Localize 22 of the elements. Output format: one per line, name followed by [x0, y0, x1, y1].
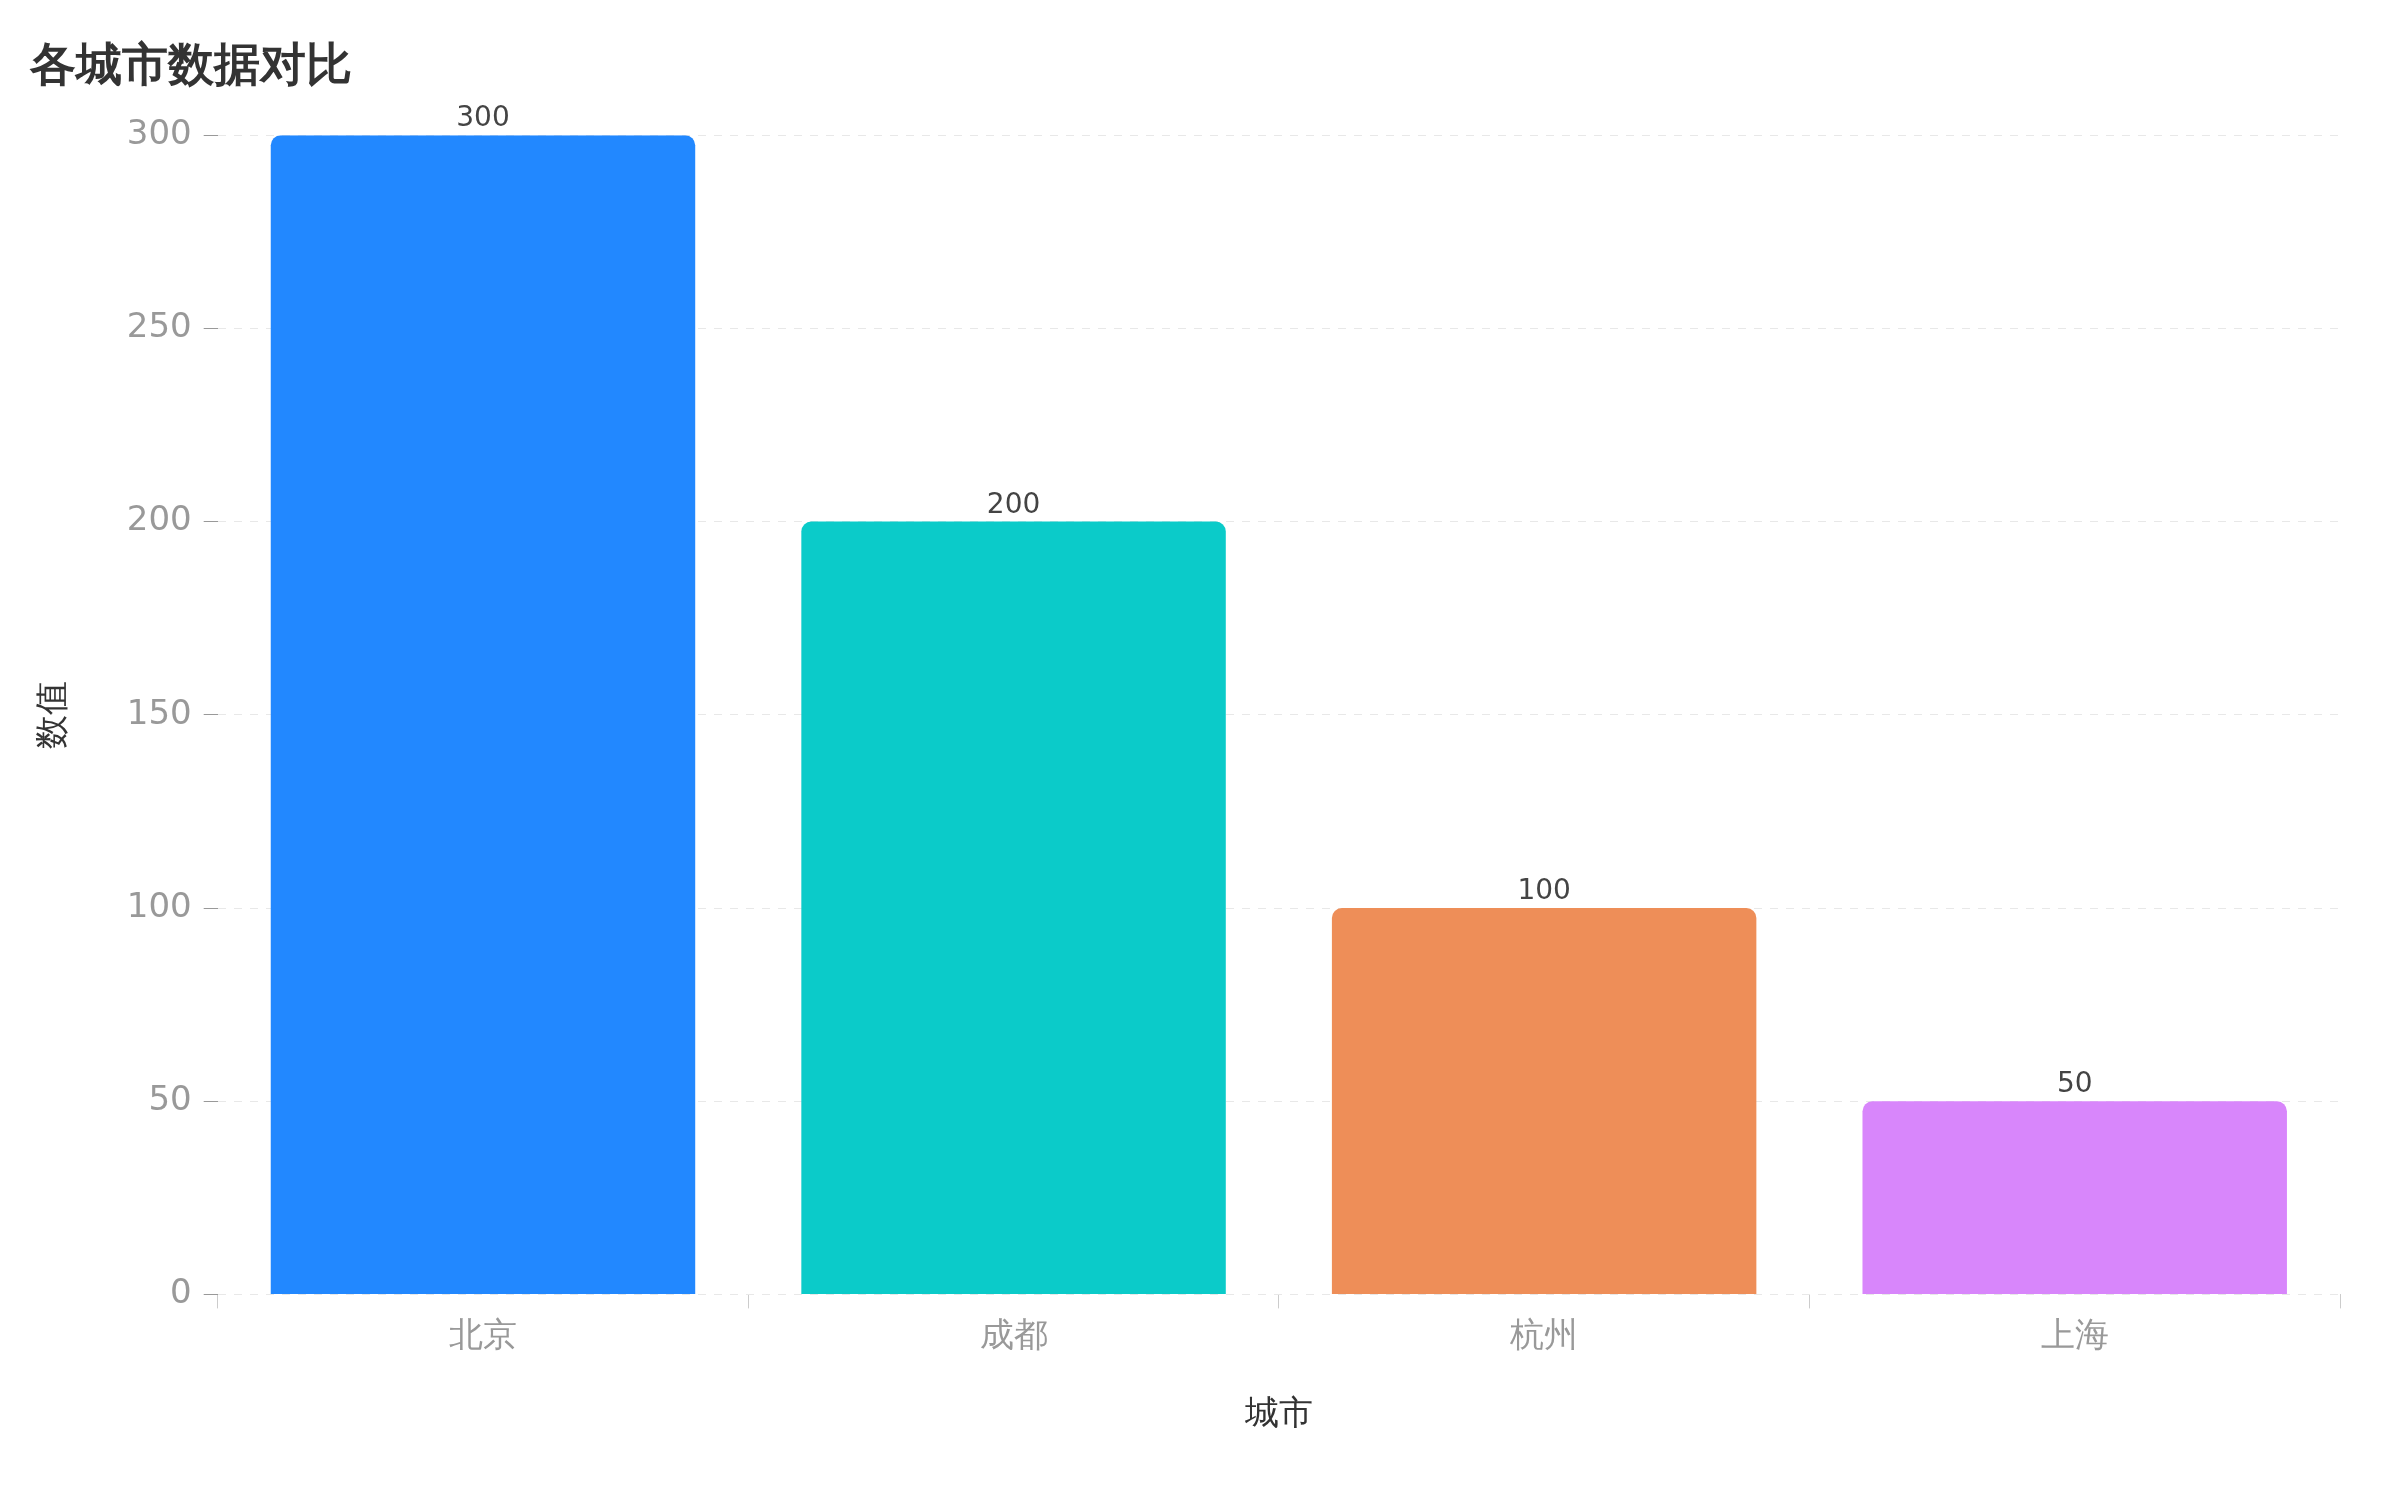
- data-label: 50: [2056, 1066, 2093, 1100]
- x-tick-label: 成都: [979, 1313, 1048, 1354]
- y-axis-title: 数值: [31, 680, 72, 749]
- data-label: 300: [456, 100, 510, 134]
- chart-title: 各城市数据对比: [29, 36, 352, 91]
- y-tick-label: 50: [148, 1078, 192, 1119]
- bar: [270, 135, 696, 1294]
- x-tick-label: 杭州: [1509, 1313, 1579, 1354]
- y-tick-label: 100: [126, 884, 192, 925]
- y-tick-label: 300: [126, 112, 192, 153]
- x-axis-title: 城市: [1243, 1392, 1313, 1433]
- data-label: 200: [986, 486, 1041, 520]
- y-tick-label: 150: [126, 691, 192, 732]
- y-tick-label: 0: [170, 1271, 192, 1312]
- data-label: 100: [1517, 873, 1571, 907]
- bar: [1331, 908, 1757, 1294]
- y-tick-label: 200: [126, 498, 192, 539]
- y-tick-label: 250: [126, 305, 192, 346]
- bar: [1862, 1101, 2287, 1294]
- bar: [801, 521, 1226, 1294]
- x-tick-label: 北京: [448, 1313, 517, 1354]
- x-tick-label: 上海: [2040, 1313, 2109, 1354]
